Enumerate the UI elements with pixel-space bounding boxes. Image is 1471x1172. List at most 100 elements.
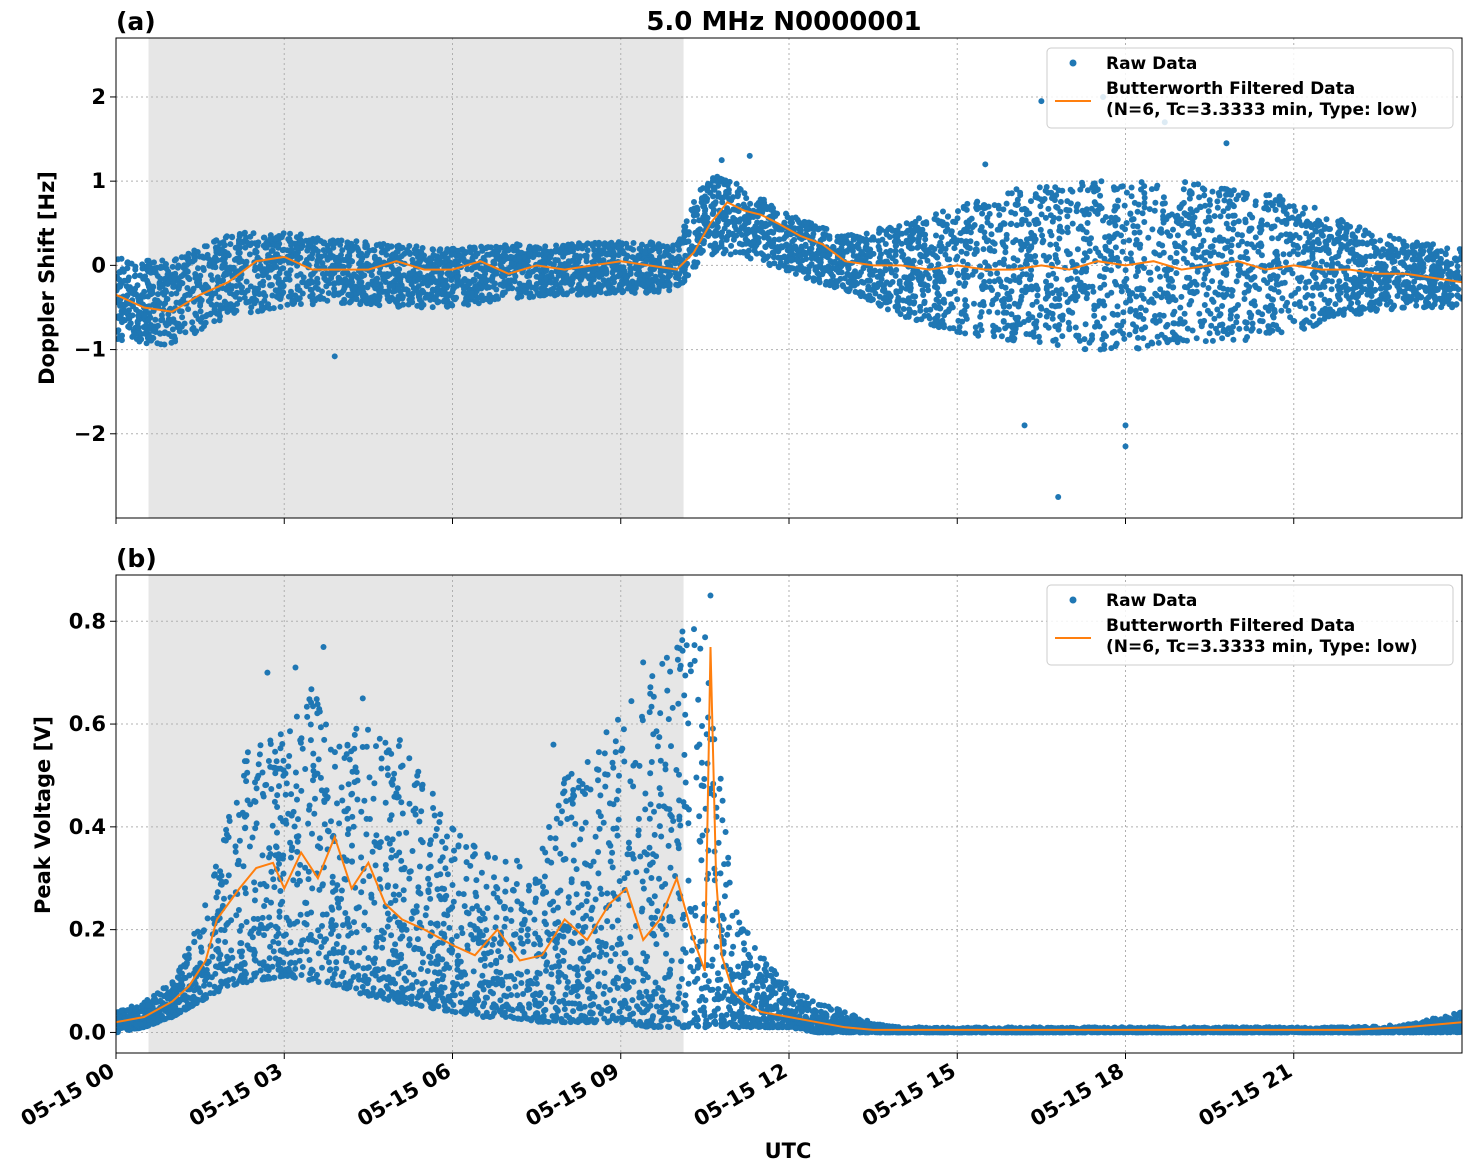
panel-a-raw-point bbox=[396, 255, 402, 262]
panel-a-raw-point bbox=[145, 283, 152, 290]
panel-a-raw-point bbox=[1364, 240, 1371, 247]
panel-a-raw-point bbox=[435, 291, 442, 297]
panel-a-raw-point bbox=[1310, 284, 1317, 291]
panel-a-raw-point bbox=[619, 281, 626, 288]
panel-a-raw-point bbox=[955, 208, 961, 215]
panel-a-raw-point bbox=[717, 175, 724, 182]
panel-a-raw-point bbox=[1209, 278, 1216, 285]
panel-a-raw-point bbox=[1035, 333, 1042, 340]
panel-a-raw-point bbox=[548, 273, 555, 280]
panel-a-raw-point bbox=[719, 229, 725, 236]
panel-a-raw-point bbox=[1064, 224, 1071, 231]
panel-a-raw-point bbox=[1127, 250, 1134, 257]
panel-a-raw-point bbox=[1072, 268, 1079, 275]
panel-a-raw-point bbox=[287, 230, 293, 237]
panel-a-raw-point bbox=[978, 327, 985, 334]
panel-a-raw-point bbox=[964, 272, 971, 279]
panel-a-raw-point bbox=[986, 308, 993, 315]
panel-a-raw-point bbox=[1375, 249, 1382, 256]
panel-a-raw-point bbox=[1329, 260, 1336, 267]
panel-a-raw-point bbox=[1211, 315, 1218, 322]
panel-a-raw-point bbox=[1271, 223, 1278, 230]
panel-a-raw-point bbox=[1011, 335, 1018, 342]
panel-a-raw-point bbox=[238, 289, 245, 296]
panel-a-raw-point bbox=[371, 247, 378, 254]
panel-a-raw-point bbox=[147, 289, 154, 296]
panel-a-raw-point bbox=[277, 259, 284, 266]
panel-a-raw-point bbox=[1064, 229, 1071, 236]
panel-a-raw-point bbox=[363, 252, 370, 259]
panel-a-raw-point bbox=[1241, 296, 1248, 302]
panel-a-raw-point bbox=[364, 284, 371, 291]
panel-a-raw-point bbox=[1377, 237, 1384, 244]
panel-a-raw-point bbox=[1010, 273, 1017, 280]
panel-a-raw-point bbox=[1038, 305, 1045, 312]
panel-a-raw-point bbox=[192, 274, 199, 281]
panel-a-raw-point bbox=[717, 194, 724, 201]
panel-a-raw-point bbox=[521, 287, 528, 294]
panel-a-raw-point bbox=[1156, 312, 1163, 318]
panel-a-raw-point bbox=[775, 254, 782, 261]
panel-a-raw-point bbox=[867, 271, 874, 278]
panel-a-raw-point bbox=[989, 301, 996, 308]
panel-a-raw-point bbox=[802, 241, 809, 248]
panel-a-raw-point bbox=[945, 213, 952, 220]
panel-a-raw-point bbox=[1028, 267, 1035, 273]
panel-a-raw-point bbox=[254, 254, 261, 261]
panel-a-raw-point bbox=[1272, 206, 1279, 213]
panel-a-raw-point bbox=[1113, 340, 1120, 347]
panel-a-raw-point bbox=[353, 238, 360, 245]
panel-a-raw-point bbox=[211, 303, 218, 310]
panel-a-raw-point bbox=[314, 280, 321, 286]
panel-a-raw-point bbox=[231, 256, 238, 263]
panel-a-raw-point bbox=[1193, 335, 1200, 342]
panel-a-raw-point bbox=[630, 287, 637, 293]
panel-a-raw-point bbox=[934, 312, 941, 319]
panel-a-raw-point bbox=[956, 280, 963, 286]
panel-a-raw-point bbox=[245, 298, 252, 305]
panel-a-raw-point bbox=[944, 256, 951, 263]
panel-a-raw-point bbox=[1234, 231, 1241, 238]
panel-a-raw-point bbox=[1036, 312, 1043, 319]
panel-a-raw-point bbox=[516, 262, 522, 269]
panel-a-raw-point bbox=[816, 275, 822, 282]
panel-a-raw-point bbox=[571, 243, 578, 250]
panel-a-raw-point bbox=[1297, 303, 1304, 310]
panel-a-raw-point bbox=[649, 240, 656, 247]
panel-a-raw-point bbox=[1152, 313, 1158, 319]
panel-a-raw-point bbox=[313, 262, 320, 269]
panel-a-raw-point bbox=[922, 269, 929, 276]
panel-a-raw-point bbox=[1438, 248, 1444, 255]
panel-a-raw-point bbox=[753, 202, 760, 208]
panel-a-raw-point bbox=[1012, 201, 1019, 208]
panel-a-raw-point bbox=[1059, 228, 1066, 235]
panel-a-raw-point bbox=[1411, 264, 1418, 271]
panel-a-raw-point bbox=[1227, 307, 1234, 314]
panel-a-raw-point bbox=[498, 272, 505, 279]
panel-a-raw-point bbox=[125, 274, 132, 281]
panel-a-raw-point bbox=[886, 252, 893, 259]
panel-a-raw-point bbox=[945, 241, 952, 248]
panel-a-raw-point bbox=[1162, 334, 1169, 341]
panel-a-raw-point bbox=[1252, 282, 1258, 289]
panel-a-raw-point bbox=[285, 271, 292, 278]
panel-a-raw-point bbox=[1336, 228, 1343, 235]
panel-a-raw-point bbox=[412, 250, 419, 257]
panel-a-raw-point bbox=[859, 279, 866, 286]
panel-a-raw-point bbox=[1188, 189, 1195, 196]
panel-a-raw-point bbox=[1296, 234, 1303, 241]
panel-a-raw-point bbox=[1039, 232, 1046, 239]
panel-a-raw-point bbox=[655, 286, 662, 293]
panel-a-raw-point bbox=[674, 241, 681, 248]
panel-a-raw-point bbox=[963, 315, 970, 322]
panel-a-raw-point bbox=[335, 274, 342, 281]
panel-a-raw-point bbox=[394, 297, 401, 304]
panel-a-raw-point bbox=[1236, 266, 1243, 273]
panel-a-raw-point bbox=[1084, 220, 1091, 226]
panel-a-raw-point bbox=[197, 302, 204, 309]
panel-a-raw-point bbox=[878, 301, 884, 308]
panel-a-raw-point bbox=[932, 253, 939, 259]
panel-a-raw-point bbox=[718, 239, 725, 246]
panel-a-raw-point bbox=[170, 316, 177, 323]
panel-a-raw-point bbox=[116, 336, 121, 342]
